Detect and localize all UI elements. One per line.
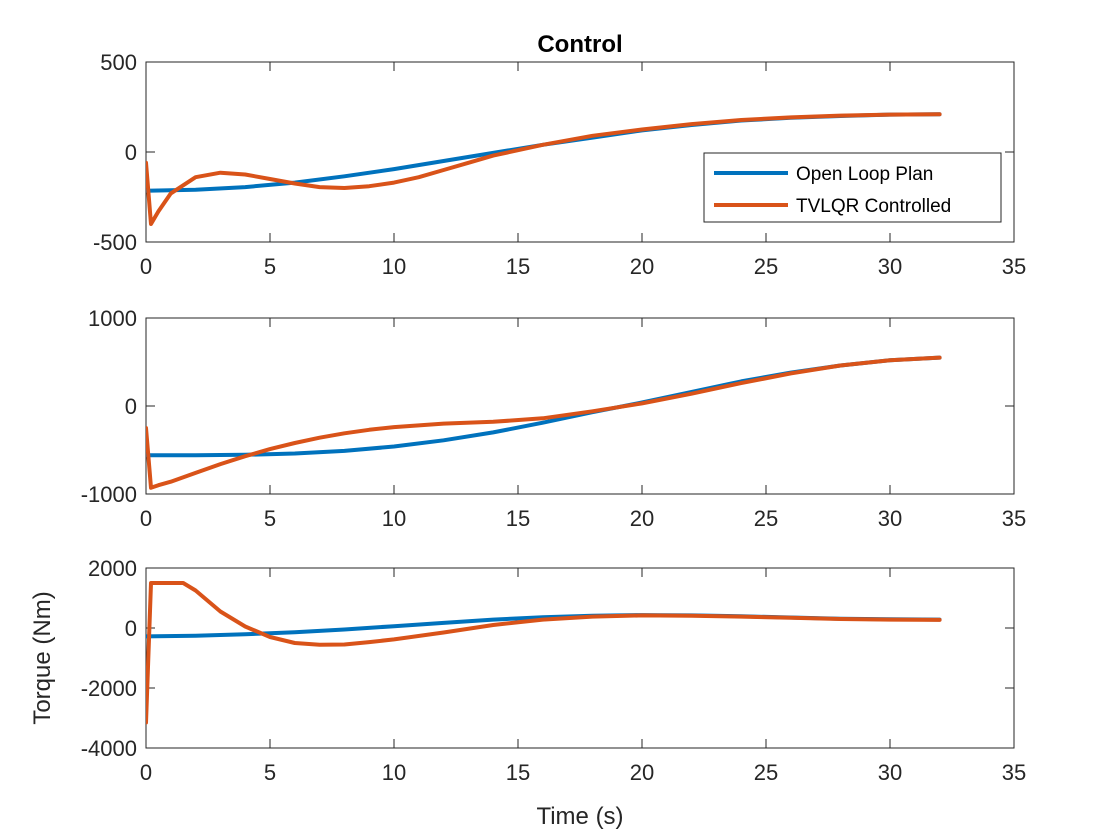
x-tick-label: 5 [264,506,276,531]
x-tick-label: 15 [506,760,530,785]
legend-entry: TVLQR Controlled [796,196,951,217]
x-tick-label: 35 [1002,760,1026,785]
y-tick-label: 2000 [88,556,137,581]
x-axis-label: Time (s) [536,803,623,830]
x-tick-label: 10 [382,506,406,531]
legend: Open Loop Plan TVLQR Controlled [703,152,1002,223]
y-tick-label: 0 [125,394,137,419]
x-tick-label: 10 [382,254,406,279]
x-tick-label: 30 [878,254,902,279]
x-tick-label: 0 [140,760,152,785]
x-tick-label: 0 [140,254,152,279]
x-tick-label: 20 [630,506,654,531]
series-line-tvlqr-controlled [146,581,942,725]
x-tick-label: 30 [878,760,902,785]
plot-area [145,317,1015,495]
x-tick-label: 30 [878,506,902,531]
y-tick-label: 1000 [88,306,137,331]
x-tick-label: 10 [382,760,406,785]
x-tick-label: 0 [140,506,152,531]
chart-title: Control [537,31,622,58]
x-tick-label: 15 [506,254,530,279]
y-tick-label: 0 [125,140,137,165]
x-tick-label: 35 [1002,254,1026,279]
x-tick-label: 20 [630,760,654,785]
x-tick-label: 20 [630,254,654,279]
x-tick-label: 5 [264,760,276,785]
subplot-3: 0 5 10 15 20 25 30 35 -4000 -2000 0 2000 Time (s) Tor… [29,556,1026,830]
y-tick-label: 0 [125,616,137,641]
y-tick-label: -2000 [81,676,137,701]
x-tick-label: 25 [754,254,778,279]
series-line-tvlqr-controlled [146,355,942,490]
x-tick-label: 25 [754,760,778,785]
series-line-tvlqr-controlled [146,112,942,226]
y-axis-label: Torque (Nm) [29,591,56,724]
x-tick-label: 35 [1002,506,1026,531]
x-tick-label: 25 [754,506,778,531]
y-tick-label: -1000 [81,482,137,507]
y-tick-label: -4000 [81,736,137,761]
legend-box [703,152,1002,223]
legend-entry: Open Loop Plan [796,164,933,185]
y-tick-label: -500 [93,230,137,255]
plot-area [145,567,1015,749]
x-tick-label: 15 [506,506,530,531]
x-tick-label: 5 [264,254,276,279]
y-tick-label: 500 [100,50,137,75]
